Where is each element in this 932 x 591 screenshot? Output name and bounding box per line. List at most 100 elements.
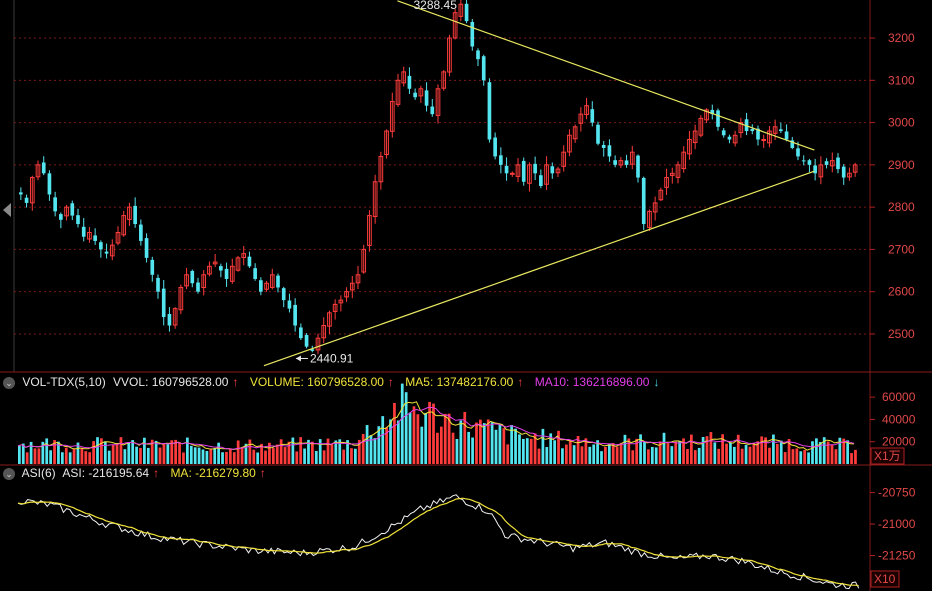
candle-body <box>241 253 247 259</box>
candle-body <box>807 160 812 165</box>
volume-bar <box>271 448 275 464</box>
volume-bar <box>576 436 580 464</box>
volume-bar <box>21 443 25 464</box>
volume-bar <box>647 449 650 464</box>
candle-body <box>487 82 492 140</box>
volume-bar <box>416 414 420 464</box>
volume-bar <box>705 436 709 464</box>
candle-body <box>521 160 526 182</box>
volume-bar <box>162 444 166 464</box>
volume-bar <box>658 441 662 464</box>
candle-body <box>349 282 355 291</box>
candle-body <box>395 79 401 105</box>
candle-body <box>41 162 46 174</box>
candle-body <box>687 139 692 155</box>
asi-line <box>17 494 860 590</box>
collapse-asi-icon[interactable]: ⌄ <box>3 467 15 480</box>
volume-bar <box>752 442 756 464</box>
volume-bar <box>424 412 428 464</box>
volume-bar <box>92 441 95 464</box>
volume-bar <box>619 442 623 464</box>
volume-bar <box>131 440 135 464</box>
volume-bar <box>49 450 52 464</box>
volume-bar <box>522 438 525 464</box>
volume-bar <box>764 437 767 464</box>
volume-bar <box>772 434 775 464</box>
candle-body <box>389 100 395 132</box>
volume-bar <box>170 440 174 464</box>
volume-bar <box>240 447 244 464</box>
volume-bar <box>393 402 396 464</box>
candle-body <box>384 130 389 156</box>
candle-body <box>224 268 229 279</box>
candle-body <box>584 105 589 116</box>
volume-bar <box>717 448 721 464</box>
candle-body <box>76 215 80 225</box>
candle-body <box>35 164 41 178</box>
volume-indicator-name[interactable]: VOL-TDX(5,10) <box>22 375 106 389</box>
volume-bar <box>842 438 846 464</box>
candle-body <box>818 164 824 178</box>
volume-bar <box>244 443 248 464</box>
candle-body <box>447 37 452 73</box>
asi-tick-label: -20750 <box>878 486 916 500</box>
volume-bar <box>643 441 646 464</box>
candle-body <box>372 181 378 218</box>
candle-body <box>476 50 480 60</box>
candle-body <box>841 166 846 178</box>
volume-bar <box>537 448 541 464</box>
candle-body <box>698 117 704 136</box>
volume-bar <box>33 448 37 464</box>
volume-bar <box>287 441 291 464</box>
volume-bar <box>166 444 170 464</box>
candle-body <box>24 197 29 203</box>
candle-body <box>561 151 567 167</box>
volume-bar <box>389 419 392 464</box>
volume-bar <box>568 439 572 464</box>
candle-body <box>767 130 772 144</box>
candle-body <box>287 300 292 309</box>
volume-bar <box>709 432 713 464</box>
candle-body <box>281 288 286 301</box>
ma10-value: MA10: 136216896.00 ↓ <box>534 375 660 389</box>
volume-bar <box>682 438 685 464</box>
candle-body <box>761 139 767 141</box>
asi-ma-value: MA: -216279.80 ↑ <box>170 466 266 480</box>
volume-bar <box>357 439 361 464</box>
candle-body <box>504 165 509 174</box>
lower-trendline <box>263 170 815 367</box>
candle-body <box>499 155 503 165</box>
volume-bar <box>635 438 639 464</box>
candle-body <box>47 173 52 195</box>
asi-indicator-name[interactable]: ASI(6) <box>21 466 56 480</box>
volume-bar <box>68 452 72 464</box>
candle-body <box>481 56 486 81</box>
volume-bar <box>279 439 283 464</box>
expand-left-icon[interactable] <box>3 203 11 217</box>
candle-body <box>544 164 549 185</box>
volume-bar <box>545 447 549 464</box>
volume-bar <box>811 441 814 464</box>
candle-body <box>299 327 303 339</box>
collapse-volume-icon[interactable]: ⌄ <box>3 376 15 389</box>
volume-bar <box>514 428 517 464</box>
volume-bar <box>451 432 455 464</box>
asi-tick-label: -21250 <box>878 549 916 563</box>
candle-body <box>539 175 543 186</box>
candle-body <box>178 286 184 311</box>
volume-bar <box>248 439 252 464</box>
volume-bar <box>639 434 642 464</box>
volume-bar <box>596 440 599 464</box>
candle-body <box>515 164 521 177</box>
candle-body <box>647 210 652 228</box>
price-tick-label: 3200 <box>888 31 915 45</box>
volume-bar <box>779 440 783 464</box>
volume-bar <box>670 446 674 464</box>
volume-bar <box>307 439 310 464</box>
candle-body <box>641 177 646 225</box>
volume-bar <box>45 438 49 464</box>
volume-bar <box>174 439 178 464</box>
volume-bar <box>143 437 146 464</box>
candle-body <box>424 90 429 106</box>
volume-bar <box>701 437 705 464</box>
